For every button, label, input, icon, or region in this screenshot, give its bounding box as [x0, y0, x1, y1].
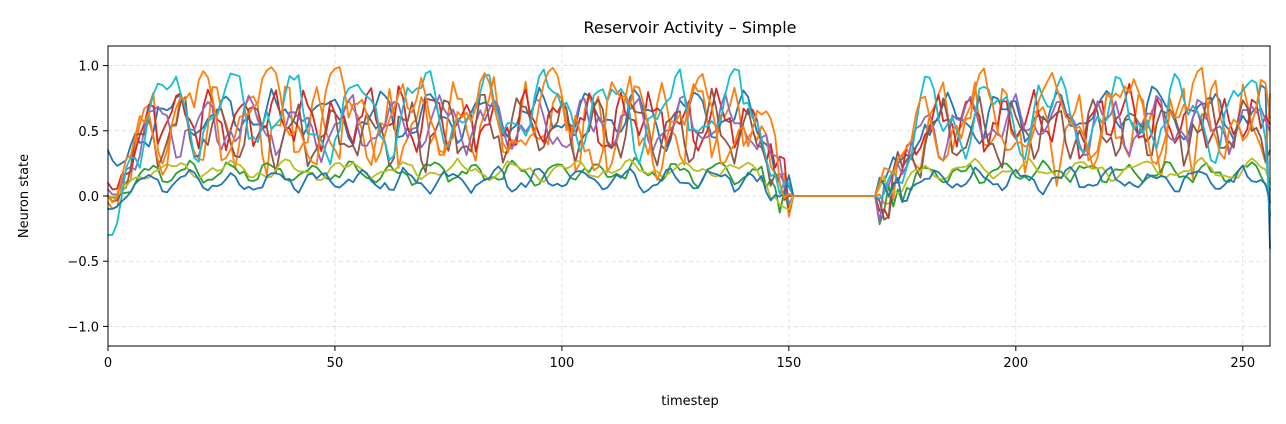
- x-tick-label: 150: [776, 356, 801, 371]
- x-tick-label: 50: [327, 356, 344, 371]
- series-line-8: [107, 68, 1271, 236]
- series-line-3: [107, 156, 1271, 226]
- x-tick-label: 250: [1230, 356, 1255, 371]
- y-axis-label: Neuron state: [17, 154, 32, 238]
- x-axis: 0 50 100 150 200 250: [104, 346, 1255, 371]
- series-line-7: [107, 156, 1271, 211]
- series-group: [107, 66, 1271, 250]
- x-axis-label: timestep: [661, 394, 719, 409]
- y-tick-label: −1.0: [67, 320, 99, 335]
- y-tick-label: 0.0: [78, 190, 99, 205]
- x-tick-label: 200: [1003, 356, 1028, 371]
- chart-title: Reservoir Activity – Simple: [583, 18, 796, 37]
- y-tick-label: 0.5: [78, 125, 99, 140]
- grid: [107, 46, 1270, 346]
- series-line-6: [107, 87, 1271, 221]
- x-tick-label: 100: [549, 356, 574, 371]
- series-line-9: [107, 164, 1271, 210]
- series-line-10: [107, 66, 1271, 204]
- x-tick-label: 0: [104, 356, 112, 371]
- y-tick-label: −0.5: [67, 255, 99, 270]
- y-tick-label: 1.0: [78, 60, 99, 75]
- y-axis: 1.0 0.5 0.0 −0.5 −1.0: [67, 60, 108, 335]
